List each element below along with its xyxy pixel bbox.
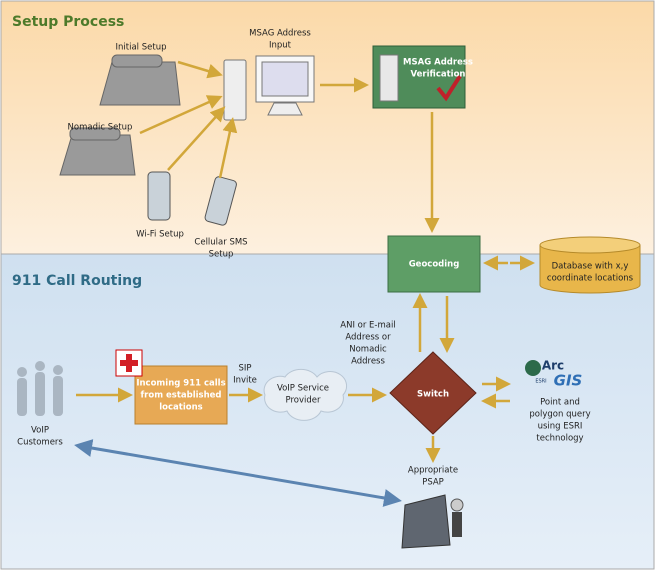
node-label: Geocoding: [409, 260, 460, 270]
node-label: PSAP: [422, 478, 444, 488]
node-label: Wi-Fi Setup: [136, 230, 184, 240]
node-label: Switch: [417, 390, 449, 400]
node-label: Input: [269, 41, 292, 51]
node-label: polygon query: [529, 410, 590, 420]
diagram: Setup Process 911 Call Routing: [0, 0, 655, 570]
node-label: Cellular SMS: [194, 238, 247, 248]
node-label: Verification: [411, 70, 466, 80]
node-label: Address or: [345, 333, 391, 343]
node-label: Database with x,y: [552, 262, 629, 272]
node-label: VoIP: [31, 426, 49, 436]
section-title: 911 Call Routing: [12, 273, 142, 289]
node-label: Nomadic Setup: [68, 123, 133, 133]
node-label: Customers: [17, 438, 63, 448]
red-cross: [116, 350, 142, 376]
logo-text: ESRI: [535, 379, 546, 385]
node-label: VoIP Service: [277, 384, 329, 394]
node-label: Initial Setup: [116, 43, 167, 53]
node-label: Setup: [209, 250, 234, 260]
node-label: Provider: [286, 396, 322, 406]
logo-text: Arc: [542, 359, 564, 373]
node-label: MSAG Address: [249, 29, 311, 39]
node-label: locations: [159, 403, 202, 413]
section-title: Setup Process: [12, 14, 124, 30]
node-label: SIP: [238, 364, 251, 374]
node-label: ANI or E-mail: [340, 321, 395, 331]
node-label: Address: [351, 357, 385, 367]
node-label: technology: [536, 434, 583, 444]
node-label: Nomadic: [349, 345, 387, 355]
node-label: Appropriate: [408, 466, 458, 476]
node-label: MSAG Address: [403, 58, 473, 68]
node-label: from established: [140, 391, 221, 401]
node-label: using ESRI: [538, 422, 583, 432]
node-label: Invite: [233, 376, 257, 386]
people-icon: [17, 361, 63, 416]
node-label: Incoming 911 calls: [136, 379, 225, 389]
node-label: Point and: [540, 398, 580, 408]
logo-text: GIS: [554, 372, 583, 390]
node-label: coordinate locations: [547, 274, 634, 284]
